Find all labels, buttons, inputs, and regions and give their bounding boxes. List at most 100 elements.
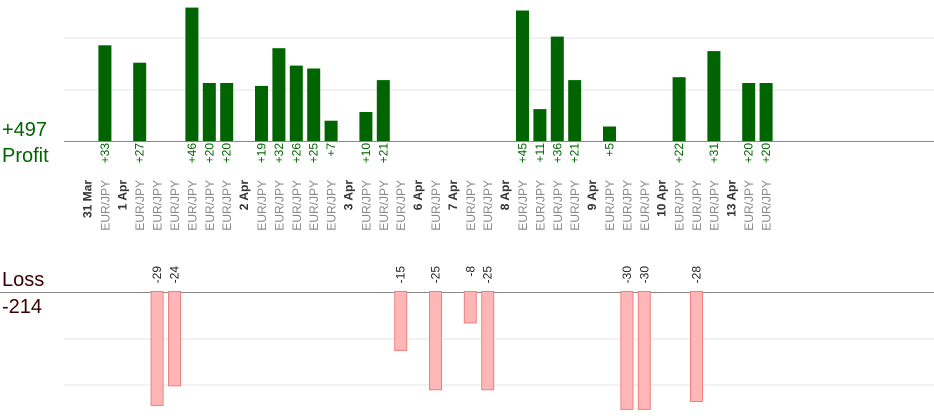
profit-value-label: +45 xyxy=(516,143,530,164)
loss-bar xyxy=(463,291,477,324)
symbol-label: EUR/JPY xyxy=(742,180,756,231)
loss-value-label: -24 xyxy=(168,266,182,284)
profit-value-label: +20 xyxy=(220,143,234,164)
symbol-label: EUR/JPY xyxy=(568,180,582,231)
profit-value-label: +46 xyxy=(185,143,199,164)
loss-value-label: -28 xyxy=(690,266,704,284)
profit-value-label: +26 xyxy=(289,143,303,164)
profit-value-label: +19 xyxy=(255,143,269,164)
profit-value-label: +33 xyxy=(98,143,112,164)
symbol-label: EUR/JPY xyxy=(429,180,443,231)
symbol-label: EUR/JPY xyxy=(603,180,617,231)
loss-value-label: -25 xyxy=(429,266,443,284)
symbol-label: EUR/JPY xyxy=(272,180,286,231)
loss-value-label: -30 xyxy=(637,266,651,284)
date-label: 8 Apr xyxy=(498,180,512,211)
profit-value-label: +10 xyxy=(359,143,373,164)
symbol-label: EUR/JPY xyxy=(516,180,530,231)
symbol-label: EUR/JPY xyxy=(359,180,373,231)
profit-bar xyxy=(759,83,773,141)
loss-value-label: -30 xyxy=(620,266,634,284)
symbol-label: EUR/JPY xyxy=(325,180,339,231)
profit-value-label: +22 xyxy=(672,143,686,164)
profit-value-label: +21 xyxy=(568,143,582,164)
profit-value-label: +20 xyxy=(202,143,216,164)
profit-bar xyxy=(289,65,303,141)
date-label: 3 Apr xyxy=(342,180,356,211)
loss-bar xyxy=(168,291,181,387)
symbol-label: EUR/JPY xyxy=(151,180,165,231)
profit-value-label: +21 xyxy=(376,143,390,164)
profit-bar xyxy=(533,109,547,141)
profit-bar xyxy=(707,51,721,141)
profit-value-label: +7 xyxy=(324,143,338,157)
profit-value-label: +31 xyxy=(707,143,721,164)
loss-bar xyxy=(429,291,442,391)
date-label: 10 Apr xyxy=(655,180,669,217)
symbol-label: EUR/JPY xyxy=(307,180,321,231)
profit-bar xyxy=(568,80,582,141)
symbol-label: EUR/JPY xyxy=(290,180,304,231)
symbol-label: EUR/JPY xyxy=(533,180,547,231)
profit-bar xyxy=(359,112,373,141)
symbol-label: EUR/JPY xyxy=(168,180,182,231)
profit-value-label: +25 xyxy=(307,143,321,164)
loss-bar xyxy=(481,291,495,391)
profit-bar xyxy=(307,68,321,141)
profit-bar xyxy=(133,62,147,142)
profit-value-label: +36 xyxy=(550,143,564,164)
profit-value-label: +27 xyxy=(133,143,147,164)
symbol-label: EUR/JPY xyxy=(620,180,634,231)
symbol-label: EUR/JPY xyxy=(690,180,704,231)
profit-bar xyxy=(98,45,112,141)
date-label: 7 Apr xyxy=(446,180,460,211)
date-label: 2 Apr xyxy=(237,180,251,211)
loss-value-label: -15 xyxy=(394,266,408,284)
profit-bar xyxy=(603,126,616,141)
profit-bar xyxy=(742,83,756,141)
loss-bar xyxy=(620,291,634,410)
profit-bar xyxy=(255,85,268,141)
symbol-label: EUR/JPY xyxy=(394,180,408,231)
symbol-label: EUR/JPY xyxy=(551,180,565,231)
profit-bar xyxy=(516,10,529,141)
profit-value-label: +32 xyxy=(272,143,286,164)
profit-bar xyxy=(550,36,564,141)
symbol-label: EUR/JPY xyxy=(673,180,687,231)
date-label: 13 Apr xyxy=(724,180,738,217)
profit-bar xyxy=(376,80,390,141)
symbol-label: EUR/JPY xyxy=(464,180,478,231)
profit-bar xyxy=(202,83,216,141)
loss-value-label: -25 xyxy=(481,266,495,284)
profit-value-label: +11 xyxy=(533,143,547,163)
profit-bar xyxy=(220,83,234,141)
loss-value-label: -29 xyxy=(150,266,164,284)
loss-bar xyxy=(637,291,651,410)
loss-value-label: -8 xyxy=(463,266,477,277)
symbol-label: EUR/JPY xyxy=(133,180,147,231)
symbol-label: EUR/JPY xyxy=(203,180,217,231)
date-label: 1 Apr xyxy=(115,180,129,211)
loss-total: -214 xyxy=(2,296,43,318)
profit-value-label: +5 xyxy=(603,143,617,157)
symbol-label: EUR/JPY xyxy=(760,180,774,231)
symbol-label: EUR/JPY xyxy=(185,180,199,231)
loss-bar xyxy=(394,291,408,351)
date-label: 6 Apr xyxy=(411,180,425,211)
symbol-label: EUR/JPY xyxy=(707,180,721,231)
profit-bar xyxy=(185,7,199,141)
symbol-label: EUR/JPY xyxy=(481,180,495,231)
profit-bar xyxy=(324,120,338,141)
symbol-label: EUR/JPY xyxy=(220,180,234,231)
date-label: 31 Mar xyxy=(81,180,95,218)
loss-caption: Loss xyxy=(2,269,45,291)
profit-caption: Profit xyxy=(2,145,49,167)
symbol-label: EUR/JPY xyxy=(377,180,391,231)
loss-bar xyxy=(150,291,164,406)
symbol-label: EUR/JPY xyxy=(638,180,652,231)
profit-bar xyxy=(272,48,286,142)
symbol-label: EUR/JPY xyxy=(255,180,269,231)
profit-total: +497 xyxy=(2,119,48,141)
symbol-label: EUR/JPY xyxy=(98,180,112,231)
